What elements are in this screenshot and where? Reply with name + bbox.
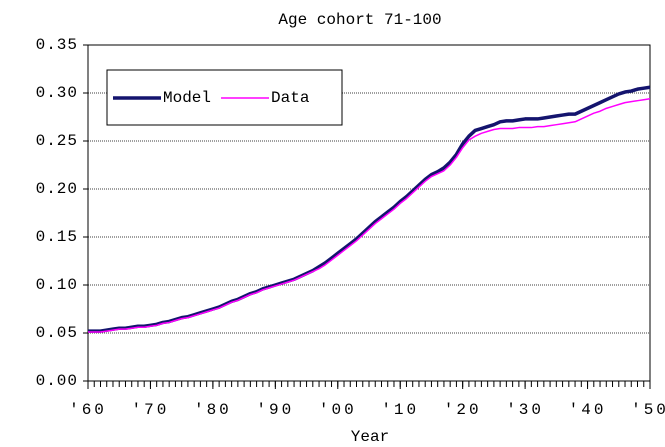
x-tick-label: '20 [444,401,482,419]
x-tick-label: '30 [506,401,544,419]
y-tick-label: 0.10 [36,276,78,294]
x-tick-label: '70 [132,401,170,419]
x-axis-label: Year [351,428,389,446]
series-line [88,85,651,333]
x-tick-label: '00 [319,401,357,419]
y-tick-label: 0.25 [36,132,78,150]
y-tick-label: 0.00 [36,372,78,390]
y-tick-label: 0.35 [36,36,78,54]
y-tick-label: 0.15 [36,228,78,246]
x-tick-label: '60 [69,401,107,419]
x-tick-label: '90 [256,401,294,419]
series-line [88,98,651,333]
legend-label: Data [271,89,310,107]
x-tick-label: '40 [569,401,607,419]
x-tick-label: '10 [381,401,419,419]
legend-label: Model [163,89,211,107]
x-tick-label: '80 [194,401,232,419]
x-tick-label: '50 [631,401,665,419]
y-tick-label: 0.20 [36,180,78,198]
y-tick-label: 0.05 [36,324,78,342]
chart-title: Age cohort 71-100 [278,11,441,29]
y-tick-label: 0.30 [36,84,78,102]
